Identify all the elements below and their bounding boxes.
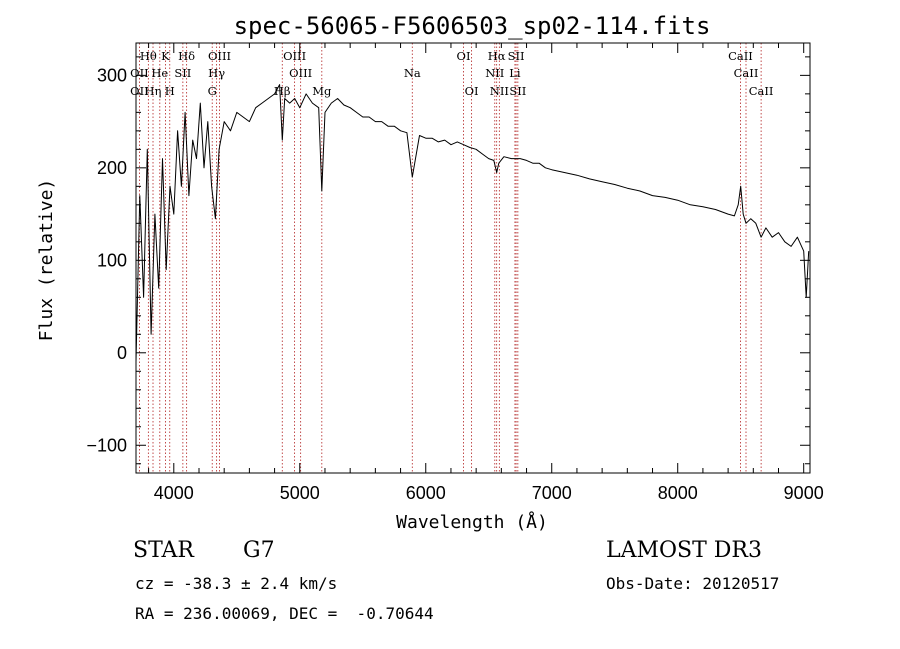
y-tick-label: 300 — [97, 65, 127, 85]
spectral-line-label: OII — [130, 84, 149, 98]
spectral-line-label: SII — [174, 66, 191, 80]
spectral-line-label: Hβ — [274, 84, 291, 98]
x-tick-label: 4000 — [154, 483, 194, 503]
y-tick-label: 0 — [117, 343, 127, 363]
spectral-line-label: NII — [485, 66, 504, 80]
x-tick-label: 9000 — [784, 483, 824, 503]
x-tick-label: 7000 — [532, 483, 572, 503]
y-tick-label: −100 — [86, 435, 127, 455]
spectral-line-label: OII — [130, 66, 149, 80]
chart-title: spec-56065-F5606503_sp02-114.fits — [234, 12, 711, 40]
x-axis: 4000 5000 6000 7000 8000 9000 — [148, 43, 824, 503]
spectral-line-label: K — [161, 49, 170, 63]
x-tick-label: 5000 — [280, 483, 320, 503]
series-layer — [135, 84, 810, 363]
y-tick-label: 100 — [97, 250, 127, 270]
spectral-line-label: OIII — [208, 49, 231, 63]
spectral-line-label: CaII — [728, 49, 753, 63]
x-tick-label: 8000 — [658, 483, 698, 503]
spectral-line-label: CaII — [749, 84, 774, 98]
plot-frame — [135, 42, 811, 474]
y-axis: −100 0 100 200 300 — [86, 56, 810, 465]
spectral-line-label: Hη — [145, 84, 162, 98]
spectral-line-label: He — [151, 66, 168, 80]
object-subclass: G7 — [243, 538, 275, 563]
object-class: STAR — [133, 538, 194, 563]
spectral-line-label: Hθ — [140, 49, 157, 63]
spectral-line-label: OI — [465, 84, 479, 98]
spectral-line-label: Na — [404, 66, 421, 80]
spectral-line-label: OI — [457, 49, 471, 63]
redshift-velocity: cz = -38.3 ± 2.4 km/s — [135, 574, 338, 593]
spectral-line-label: OIII — [289, 66, 312, 80]
spectral-line-label: Hγ — [208, 66, 225, 80]
spectral-line-label: SII — [509, 84, 526, 98]
y-tick-label: 200 — [97, 158, 127, 178]
observation-date: Obs-Date: 20120517 — [606, 574, 780, 593]
spectral-line-label: SII — [508, 49, 525, 63]
spectral-line-label: G — [208, 84, 217, 98]
x-tick-label: 6000 — [406, 483, 446, 503]
x-axis-label: Wavelength (Å) — [396, 511, 548, 533]
spectral-line-label: CaII — [734, 66, 759, 80]
spectral-line-label: Hδ — [178, 49, 195, 63]
spectral-line-markers — [139, 43, 762, 473]
spectral-line-label: OIII — [283, 49, 306, 63]
spectrum-series-line — [135, 84, 810, 363]
y-axis-label: Flux (relative) — [36, 179, 57, 342]
spectral-line-label: Hα — [488, 49, 506, 63]
spectral-line-label: Mg — [312, 84, 332, 98]
spectral-line-label: Li — [509, 66, 521, 80]
spectral-line-label: H — [165, 84, 175, 98]
survey-name: LAMOST DR3 — [606, 538, 762, 563]
spectral-line-label: NII — [490, 84, 509, 98]
coordinates: RA = 236.00069, DEC = -0.70644 — [135, 604, 434, 623]
